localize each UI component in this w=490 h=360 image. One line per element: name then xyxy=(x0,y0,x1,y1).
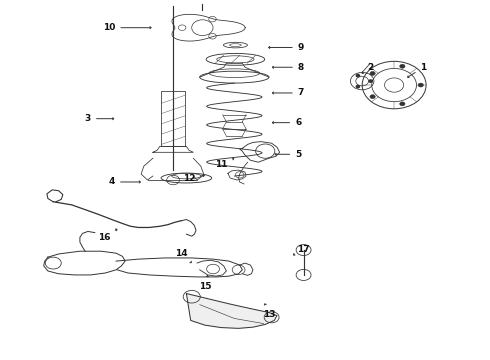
Text: 4: 4 xyxy=(109,177,140,186)
Circle shape xyxy=(356,75,360,77)
Circle shape xyxy=(400,102,405,106)
Text: 7: 7 xyxy=(272,89,304,98)
Text: 6: 6 xyxy=(272,118,301,127)
Text: 1: 1 xyxy=(408,63,427,77)
Text: 10: 10 xyxy=(103,23,151,32)
Text: 15: 15 xyxy=(199,276,211,291)
Text: 2: 2 xyxy=(362,63,373,73)
Circle shape xyxy=(356,85,360,88)
Text: 8: 8 xyxy=(272,63,304,72)
Text: 11: 11 xyxy=(215,158,234,169)
Text: 12: 12 xyxy=(183,174,204,183)
Text: 17: 17 xyxy=(294,245,310,255)
Text: 5: 5 xyxy=(275,150,301,159)
Circle shape xyxy=(418,83,423,87)
Text: 14: 14 xyxy=(175,249,191,263)
Circle shape xyxy=(369,80,372,82)
Circle shape xyxy=(370,95,375,99)
Text: 9: 9 xyxy=(269,43,304,52)
Circle shape xyxy=(370,71,375,75)
Text: 16: 16 xyxy=(98,229,117,242)
Circle shape xyxy=(400,64,405,68)
Text: 3: 3 xyxy=(85,114,114,123)
Text: 13: 13 xyxy=(263,304,275,319)
Polygon shape xyxy=(186,293,277,328)
